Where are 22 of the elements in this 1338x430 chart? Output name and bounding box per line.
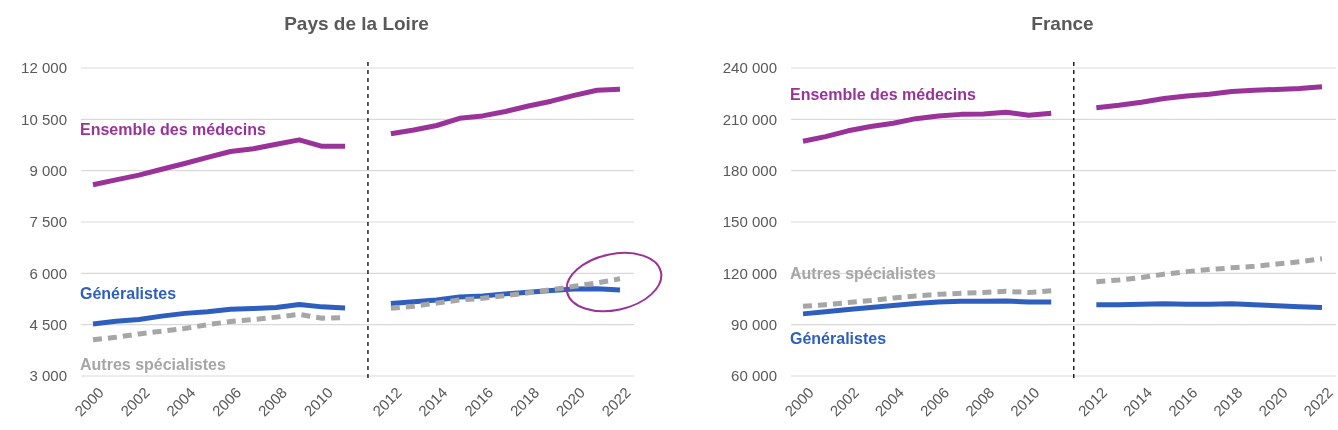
y-tick-label: 150 000 xyxy=(722,213,777,231)
series-label: Autres spécialistes xyxy=(80,355,226,373)
series-label: Généralistes xyxy=(80,285,177,303)
series-label: Ensemble des médecins xyxy=(790,86,976,104)
y-tick-label: 60 000 xyxy=(731,367,777,385)
y-tick-label: 120 000 xyxy=(722,264,777,282)
y-tick-label: 4 500 xyxy=(29,315,67,333)
y-tick-label: 210 000 xyxy=(722,110,777,128)
y-tick-label: 10 500 xyxy=(21,110,67,128)
y-tick-label: 7 500 xyxy=(29,213,67,231)
y-tick-label: 90 000 xyxy=(731,315,777,333)
series-label: Généralistes xyxy=(790,329,887,347)
y-tick-label: 12 000 xyxy=(21,59,67,77)
y-tick-label: 6 000 xyxy=(29,264,67,282)
series-label: Ensemble des médecins xyxy=(80,120,266,138)
y-tick-label: 240 000 xyxy=(722,59,777,77)
y-tick-label: 180 000 xyxy=(722,161,777,179)
y-tick-label: 9 000 xyxy=(29,161,67,179)
chart-title: France xyxy=(1031,13,1094,34)
series-label: Autres spécialistes xyxy=(790,265,936,283)
chart-title: Pays de la Loire xyxy=(284,13,429,34)
y-tick-label: 3 000 xyxy=(29,367,67,385)
